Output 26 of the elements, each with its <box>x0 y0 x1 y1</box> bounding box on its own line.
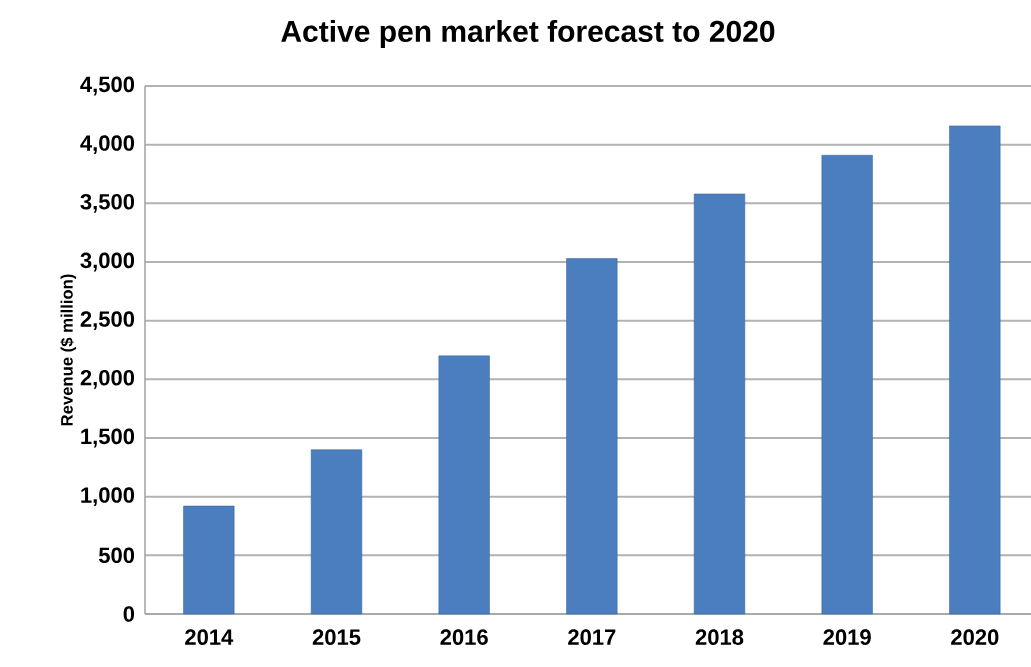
x-tick-label: 2018 <box>695 629 744 645</box>
y-tick-label: 500 <box>98 547 135 564</box>
y-axis-title: Revenue ($ million) <box>60 274 77 426</box>
y-tick-label: 4,000 <box>80 135 135 155</box>
x-tick-label: 2016 <box>440 629 488 645</box>
x-tick-label: 2015 <box>312 629 361 645</box>
chart-title: Active pen market forecast to 2020 <box>281 20 775 48</box>
y-tick-label: 1,000 <box>81 487 135 507</box>
x-tick-label: 2019 <box>823 629 871 645</box>
y-tick-label: 0 <box>123 606 135 622</box>
y-tick-label: 4,500 <box>80 76 135 96</box>
bar <box>183 505 235 615</box>
bar <box>566 258 618 615</box>
x-tick-label: 2020 <box>951 629 999 645</box>
y-tick-label: 3,000 <box>80 252 135 272</box>
x-tick-label: 2017 <box>568 629 616 645</box>
y-tick-label: 3,500 <box>80 193 135 213</box>
bar <box>310 449 363 615</box>
bar <box>949 125 1001 615</box>
bar <box>821 154 873 615</box>
y-tick-label: 2,500 <box>80 311 135 331</box>
y-tick-label: 2,000 <box>80 369 135 389</box>
bar <box>438 355 490 615</box>
x-tick-label: 2014 <box>185 629 234 645</box>
y-tick-label: 1,500 <box>81 428 135 448</box>
bar <box>693 193 746 615</box>
